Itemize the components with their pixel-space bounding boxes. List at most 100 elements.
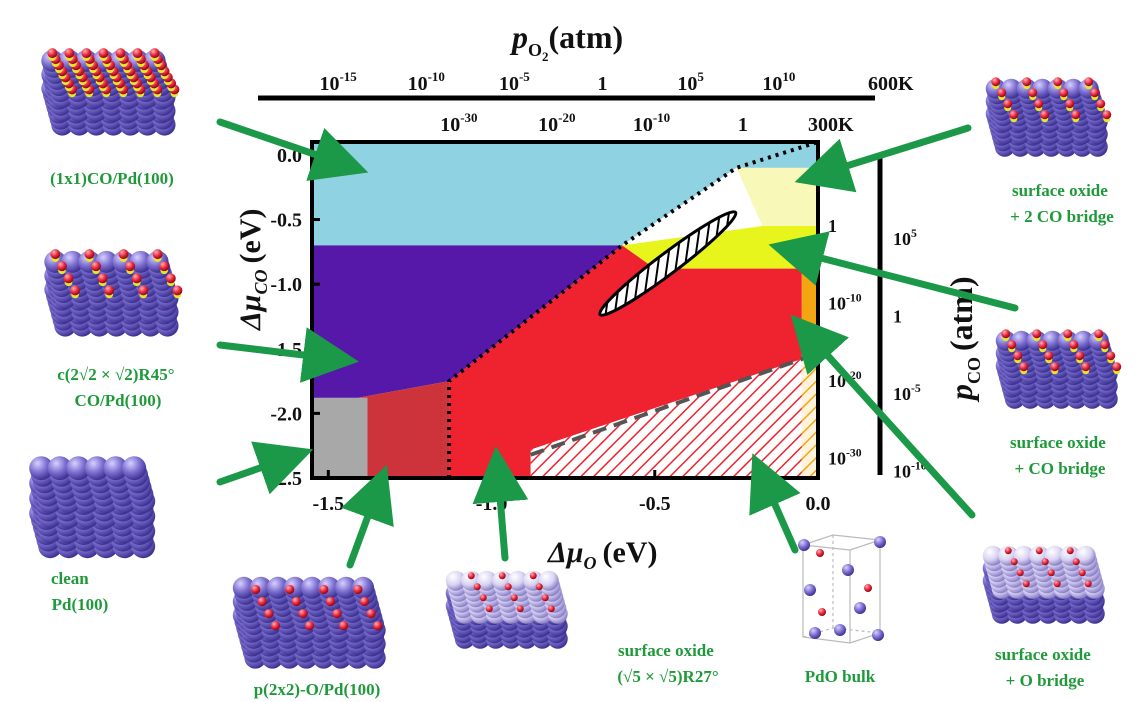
o-atom <box>498 572 506 580</box>
right-300k-tick-label: 10-30 <box>828 447 862 469</box>
right-300k-tick-label-exp: -10 <box>846 291 862 304</box>
o-atom <box>1065 99 1075 109</box>
pd-atom <box>122 456 147 481</box>
right-axis-title-p: p <box>943 384 979 403</box>
o-atom <box>291 596 301 607</box>
o-atom <box>98 48 109 59</box>
o-atom <box>97 273 108 284</box>
plot-frame <box>310 140 820 480</box>
o-atom <box>298 609 308 619</box>
arrow-c2x2-co <box>216 327 359 383</box>
pd-atom <box>1032 78 1053 99</box>
region-clean-pd-100 <box>312 397 368 478</box>
o-atom <box>1028 88 1038 98</box>
o-atom <box>1041 558 1049 566</box>
pd-atom <box>335 576 358 599</box>
o-atom <box>251 584 261 595</box>
o-atom <box>1035 547 1043 555</box>
o-atom <box>1003 99 1013 109</box>
x-axis-title-unit: (eV) <box>603 536 658 569</box>
pd-atom <box>47 456 72 481</box>
label-clean-pd: clean Pd(100) <box>51 569 108 614</box>
arrow-p2x2-o <box>341 464 394 569</box>
right-600k-tick-label-exp: -5 <box>911 382 921 395</box>
o-atom <box>91 261 101 272</box>
o-atom <box>319 584 329 595</box>
pdo-pd-atom <box>854 602 866 614</box>
top-300k-tick-label-exp: -30 <box>460 110 477 125</box>
o-atom <box>1001 329 1011 339</box>
o-atom <box>1090 88 1100 98</box>
o-atom <box>332 609 342 619</box>
pd-atom <box>61 250 84 273</box>
o-atom <box>1059 88 1069 98</box>
o-atom <box>1004 547 1012 555</box>
o-atom <box>510 594 518 602</box>
o-atom <box>1040 110 1050 120</box>
o-atom <box>270 621 281 631</box>
pd-atom <box>266 576 289 599</box>
top-po2-axis: 10-15 10-10 10-5 1 105 1010 10-30 10-20 10-10 1 … <box>258 19 914 136</box>
o-atom <box>70 285 81 296</box>
right-600k-tick-label-base: 1 <box>893 306 902 326</box>
slab-o-bridge <box>982 545 1105 624</box>
x-tick-label: -0.5 <box>639 493 671 515</box>
pdo-pd-atom <box>804 584 816 596</box>
o-atom <box>1081 362 1091 372</box>
slab-co-bridge <box>995 329 1122 409</box>
region-c-2-2-2-r45-co-pd-100 <box>312 245 623 398</box>
right-600k-tick-label: 1 <box>893 306 902 326</box>
label-1x1-co: (1x1)CO/Pd(100) <box>50 169 174 188</box>
arrow-clean <box>216 441 314 495</box>
o-atom <box>473 583 481 591</box>
o-atom <box>115 48 126 59</box>
top-axis-600k-ticks: 10-15 10-10 10-5 1 105 1010 <box>319 69 795 95</box>
o-atom <box>159 261 170 272</box>
o-atom <box>149 48 160 59</box>
pd-atom <box>982 545 1003 566</box>
pd-atom <box>1073 330 1094 351</box>
top-600k-tick-label-exp: 5 <box>697 69 704 84</box>
x-tick-label: 0.0 <box>806 493 831 515</box>
label-surface-oxide-line2: (√5 × √5)R27° <box>617 667 718 686</box>
o-atom <box>1022 580 1030 588</box>
o-atom <box>479 594 487 602</box>
top-600k-tick-label: 105 <box>677 69 704 95</box>
y-tick-label: -0.5 <box>270 210 302 232</box>
label-2co-bridge: surface oxide + 2 CO bridge <box>1010 181 1114 226</box>
o-atom <box>1050 362 1060 372</box>
o-atom <box>47 48 58 59</box>
label-2co-bridge-line1: surface oxide <box>1012 181 1108 200</box>
phase-diagram-plot <box>310 140 820 480</box>
label-p2x2-o: p(2x2)-O/Pd(100) <box>254 680 381 699</box>
top-axis-title-p: p <box>509 19 528 55</box>
surface-structure-illustrations <box>29 48 1122 669</box>
pdo-pd-atom <box>809 627 821 639</box>
o-atom <box>1053 77 1063 87</box>
o-atom <box>1084 580 1092 588</box>
label-co-bridge-line2: + CO bridge <box>1015 459 1106 478</box>
o-atom <box>1066 547 1074 555</box>
hatched-ellipse <box>598 210 738 317</box>
pd-atom <box>85 456 109 481</box>
pd-atom <box>476 570 497 591</box>
o-atom <box>1047 569 1055 577</box>
pdo-cell-bottom-back <box>802 627 881 638</box>
o-atom <box>152 249 163 260</box>
top-300k-tick-label-exp: -10 <box>653 110 670 125</box>
o-atom <box>1071 110 1081 120</box>
top-600k-tick-label: 10-5 <box>499 69 530 95</box>
o-atom <box>125 261 136 272</box>
right-300k-tick-label-base: 1 <box>828 216 837 236</box>
top-600k-tick-label-base: 10 <box>319 73 339 95</box>
top-axis-300k-ticks: 10-30 10-20 10-10 1 <box>440 110 748 136</box>
o-atom <box>1038 340 1048 350</box>
o-atom <box>1106 351 1116 361</box>
arrow-pdo-bulk <box>749 453 801 554</box>
slab-2co-bridge <box>985 77 1112 157</box>
right-600k-tick-label-base: 10 <box>893 462 911 482</box>
pd-atom <box>445 570 466 591</box>
pdo-pd-atom <box>834 624 846 636</box>
slab-p2x2-o <box>232 576 386 669</box>
